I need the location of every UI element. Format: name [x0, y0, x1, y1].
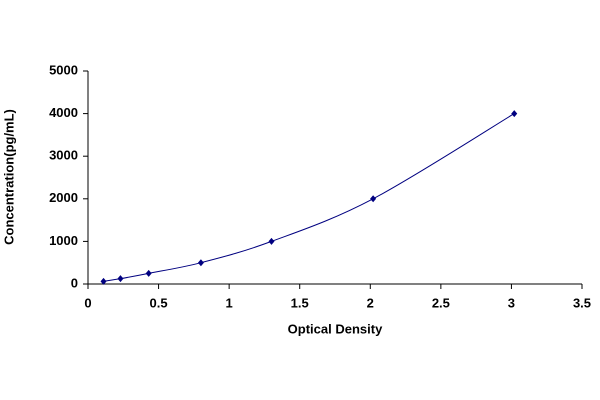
point — [100, 277, 107, 285]
y-axis-label: Concentration(pg/mL) — [1, 109, 16, 245]
point — [268, 237, 275, 245]
x-tick-label: 3 — [508, 295, 515, 310]
curve — [103, 113, 515, 282]
x-tick-label: 1.5 — [291, 295, 309, 310]
y-tick-label: 0 — [71, 275, 78, 290]
y-tick-label: 1000 — [49, 233, 78, 248]
x-tick-label: 1 — [226, 295, 233, 310]
y-tick-label: 3000 — [49, 148, 78, 163]
point — [117, 275, 124, 283]
point — [511, 110, 518, 118]
x-tick-label: 0.5 — [150, 295, 168, 310]
point — [370, 195, 377, 203]
point — [145, 269, 152, 277]
y-tick-label: 5000 — [49, 62, 78, 77]
point — [197, 259, 204, 267]
x-tick-label: 2.5 — [432, 295, 450, 310]
y-tick-label: 4000 — [49, 105, 78, 120]
x-tick-label: 2 — [367, 295, 374, 310]
y-tick-label: 2000 — [49, 190, 78, 205]
x-tick-label: 3.5 — [573, 295, 591, 310]
x-axis-label: Optical Density — [288, 321, 383, 336]
x-tick-label: 0 — [84, 295, 91, 310]
